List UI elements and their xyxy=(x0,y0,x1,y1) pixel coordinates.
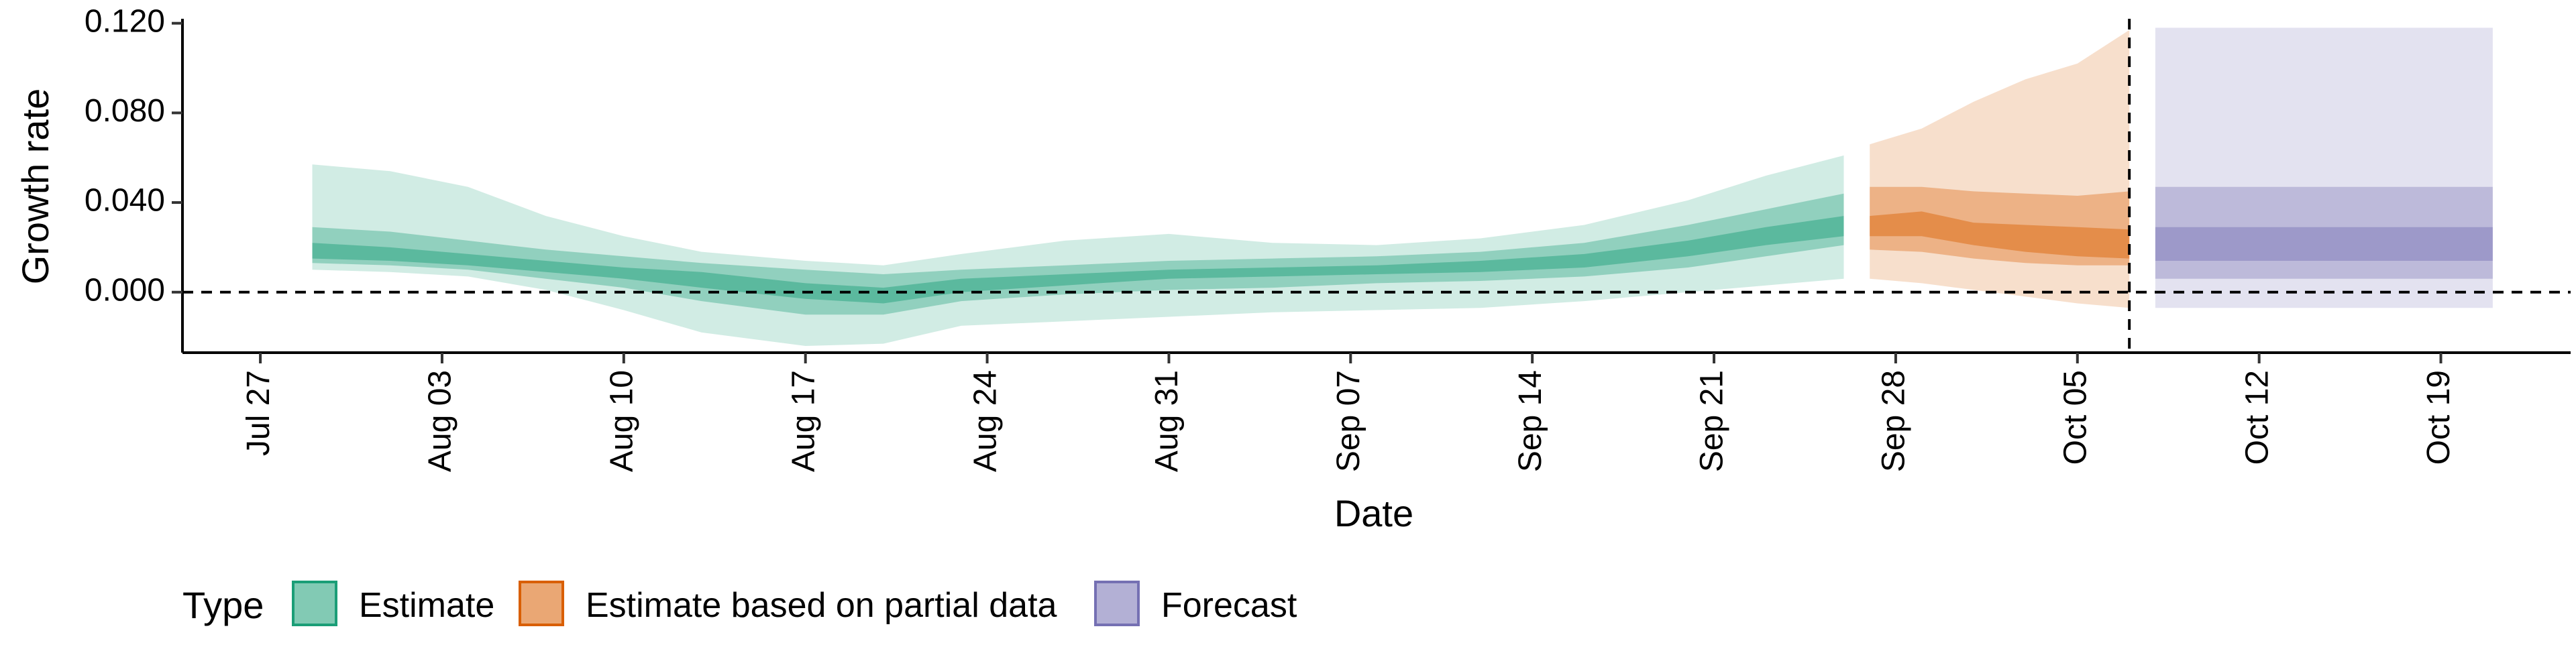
x-axis-title: Date xyxy=(1334,492,1413,534)
x-tick-label: Oct 19 xyxy=(2421,370,2457,465)
series-1-band-50 xyxy=(1870,186,2130,266)
series-2-band-90 xyxy=(2155,27,2493,308)
legend: Type Estimate Estimate based on partial d… xyxy=(182,581,1297,626)
series-2-band-20 xyxy=(2155,227,2493,261)
series-0 xyxy=(312,155,1844,346)
series-0-band-50 xyxy=(312,193,1844,315)
series-2 xyxy=(2155,27,2493,308)
x-tick-label: Sep 21 xyxy=(1695,370,1730,472)
x-tick-label: Oct 12 xyxy=(2239,370,2275,465)
axes-layer xyxy=(181,19,2571,354)
legend-label: Estimate xyxy=(359,586,494,625)
y-ticks-layer: 0.000 0.040 0.080 0.120 xyxy=(85,3,182,308)
series-1-band-90 xyxy=(1870,30,2130,308)
x-tick-label: Sep 28 xyxy=(1876,370,1912,472)
legend-label: Forecast xyxy=(1161,586,1297,625)
legend-title: Type xyxy=(182,584,264,626)
bands-layer xyxy=(312,27,2493,346)
reference-lines-layer xyxy=(182,19,2571,353)
y-tick-label: 0.080 xyxy=(85,93,165,129)
x-tick-label: Aug 24 xyxy=(967,370,1003,472)
x-tick-label: Aug 03 xyxy=(423,370,458,472)
x-tick-label: Sep 14 xyxy=(1513,370,1548,472)
y-axis-title: Growth rate xyxy=(14,89,56,285)
legend-item-2: Forecast xyxy=(1094,581,1297,626)
series-1 xyxy=(1870,30,2130,308)
legend-key-swatch xyxy=(1094,581,1140,626)
y-tick-label: 0.000 xyxy=(85,272,165,308)
x-tick-label: Aug 31 xyxy=(1149,370,1185,472)
series-0-band-90 xyxy=(312,155,1844,346)
legend-item-0: Estimate xyxy=(292,581,494,626)
x-ticks-layer: Jul 27 Aug 03 Aug 10 Aug 17 Aug 24 Aug 31 Sep … xyxy=(241,353,2457,472)
x-tick-label: Sep 07 xyxy=(1331,370,1366,472)
y-tick-label: 0.120 xyxy=(85,3,165,39)
x-tick-label: Aug 10 xyxy=(604,370,639,472)
series-1-band-20 xyxy=(1870,211,2130,259)
legend-label: Estimate based on partial data xyxy=(586,586,1057,625)
x-tick-label: Jul 27 xyxy=(241,370,276,456)
series-0-band-20 xyxy=(312,216,1844,304)
legend-key-swatch xyxy=(519,581,564,626)
series-2-band-50 xyxy=(2155,186,2493,279)
y-tick-label: 0.040 xyxy=(85,183,165,219)
x-tick-label: Oct 05 xyxy=(2057,370,2093,465)
x-tick-label: Aug 17 xyxy=(786,370,821,472)
legend-key-swatch xyxy=(292,581,337,626)
legend-item-1: Estimate based on partial data xyxy=(519,581,1057,626)
